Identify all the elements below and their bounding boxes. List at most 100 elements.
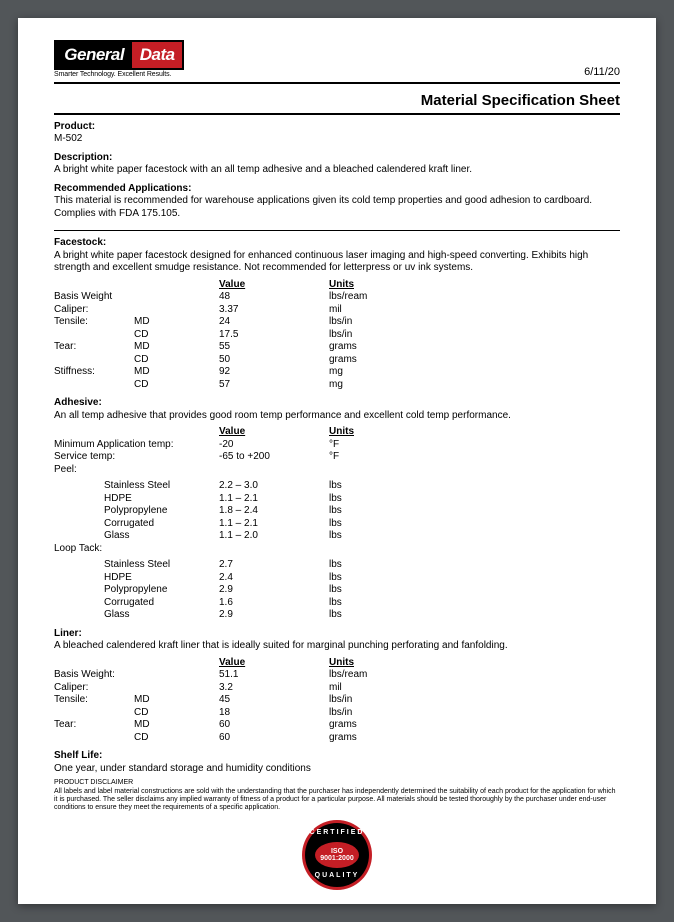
section-divider xyxy=(54,230,620,231)
row-value: 51.1 xyxy=(219,669,329,682)
row-label xyxy=(54,354,134,367)
row-value: 24 xyxy=(219,316,329,329)
row-unit: grams xyxy=(329,732,620,745)
row-label: Basis Weight: xyxy=(54,669,134,682)
table-row: Tear:MD55grams xyxy=(54,341,620,354)
applications-text: This material is recommended for warehou… xyxy=(54,195,620,220)
col-units-header: Units xyxy=(329,657,620,670)
row-label: Tear: xyxy=(54,341,134,354)
row-sublabel: MD xyxy=(134,341,219,354)
table-row: CD57mg xyxy=(54,379,620,392)
company-logo: General Data xyxy=(54,40,184,70)
row-label: Tear: xyxy=(54,719,134,732)
table-row: Service temp:-65 to +200°F xyxy=(54,451,620,464)
logo-block: General Data Smarter Technology. Excelle… xyxy=(54,40,184,80)
badge-center-text: ISO 9001:2000 xyxy=(315,842,359,868)
row-unit: lbs xyxy=(329,493,620,506)
row-value: 2.7 xyxy=(219,559,329,572)
shelf-label: Shelf Life: xyxy=(54,750,620,763)
row-unit: grams xyxy=(329,354,620,367)
adhesive-text: An all temp adhesive that provides good … xyxy=(54,410,620,423)
facestock-label: Facestock: xyxy=(54,237,620,250)
row-unit: lbs xyxy=(329,559,620,572)
loop-label: Loop Tack: xyxy=(54,543,620,556)
row-value: 60 xyxy=(219,732,329,745)
row-sublabel xyxy=(134,669,219,682)
table-row: Basis Weight:51.1lbs/ream xyxy=(54,669,620,682)
row-unit: lbs xyxy=(329,609,620,622)
row-unit: lbs/ream xyxy=(329,291,620,304)
row-sublabel: CD xyxy=(134,379,219,392)
disclaimer-title: PRODUCT DISCLAIMER xyxy=(54,779,620,788)
row-unit: lbs xyxy=(329,584,620,597)
row-unit: mil xyxy=(329,304,620,317)
row-value: 17.5 xyxy=(219,329,329,342)
col-units-header: Units xyxy=(329,426,620,439)
row-label: Tensile: xyxy=(54,316,134,329)
row-value: 2.4 xyxy=(219,572,329,585)
row-unit: lbs xyxy=(329,518,620,531)
liner-headers: Value Units xyxy=(54,657,620,670)
table-row: CD17.5lbs/in xyxy=(54,329,620,342)
table-row: Polypropylene2.9lbs xyxy=(54,584,620,597)
row-unit: lbs/in xyxy=(329,316,620,329)
peel-table: Stainless Steel2.2 – 3.0lbsHDPE1.1 – 2.1… xyxy=(54,480,620,543)
row-unit: lbs xyxy=(329,505,620,518)
table-row: HDPE1.1 – 2.1lbs xyxy=(54,493,620,506)
row-value: 1.1 – 2.0 xyxy=(219,530,329,543)
row-label: Corrugated xyxy=(54,518,219,531)
row-sublabel: MD xyxy=(134,366,219,379)
row-value: 18 xyxy=(219,707,329,720)
adhesive-table: Minimum Application temp:-20°FService te… xyxy=(54,439,620,464)
row-unit: lbs xyxy=(329,572,620,585)
row-value: 2.9 xyxy=(219,584,329,597)
description-label: Description: xyxy=(54,152,620,165)
row-value: 3.2 xyxy=(219,682,329,695)
row-label: Corrugated xyxy=(54,597,219,610)
logo-left: General xyxy=(56,42,132,68)
row-unit: °F xyxy=(329,451,620,464)
applications-label: Recommended Applications: xyxy=(54,183,620,196)
row-value: 2.9 xyxy=(219,609,329,622)
row-unit: lbs xyxy=(329,597,620,610)
row-value: -20 xyxy=(219,439,329,452)
table-row: Minimum Application temp:-20°F xyxy=(54,439,620,452)
row-value: 1.8 – 2.4 xyxy=(219,505,329,518)
description-text: A bright white paper facestock with an a… xyxy=(54,164,620,177)
row-value: 1.6 xyxy=(219,597,329,610)
adhesive-label: Adhesive: xyxy=(54,397,620,410)
row-label: Service temp: xyxy=(54,451,219,464)
row-label: Tensile: xyxy=(54,694,134,707)
table-row: Tensile:MD24lbs/in xyxy=(54,316,620,329)
table-row: Corrugated1.6lbs xyxy=(54,597,620,610)
facestock-table: Basis Weight48lbs/reamCaliper:3.37milTen… xyxy=(54,291,620,391)
row-value: 1.1 – 2.1 xyxy=(219,493,329,506)
row-value: 1.1 – 2.1 xyxy=(219,518,329,531)
product-label: Product: xyxy=(54,121,620,134)
row-unit: lbs/in xyxy=(329,329,620,342)
row-label: HDPE xyxy=(54,572,219,585)
adhesive-headers: Value Units xyxy=(54,426,620,439)
col-value-header: Value xyxy=(219,279,329,292)
row-sublabel: CD xyxy=(134,707,219,720)
row-value: 50 xyxy=(219,354,329,367)
table-row: CD18lbs/in xyxy=(54,707,620,720)
row-label xyxy=(54,707,134,720)
row-unit: mil xyxy=(329,682,620,695)
row-sublabel: CD xyxy=(134,732,219,745)
row-sublabel: MD xyxy=(134,719,219,732)
header: General Data Smarter Technology. Excelle… xyxy=(54,40,620,84)
table-row: Stiffness:MD92mg xyxy=(54,366,620,379)
facestock-text: A bright white paper facestock designed … xyxy=(54,250,620,275)
col-value-header: Value xyxy=(219,657,329,670)
facestock-headers: Value Units xyxy=(54,279,620,292)
col-value-header: Value xyxy=(219,426,329,439)
table-row: Glass2.9lbs xyxy=(54,609,620,622)
badge-ring: CERTIFIED ISO 9001:2000 QUALITY xyxy=(305,823,369,887)
row-sublabel xyxy=(134,304,219,317)
table-row: Caliper:3.37mil xyxy=(54,304,620,317)
table-row: Stainless Steel2.7lbs xyxy=(54,559,620,572)
table-row: CD50grams xyxy=(54,354,620,367)
row-label: Stainless Steel xyxy=(54,559,219,572)
row-label: Basis Weight xyxy=(54,291,134,304)
